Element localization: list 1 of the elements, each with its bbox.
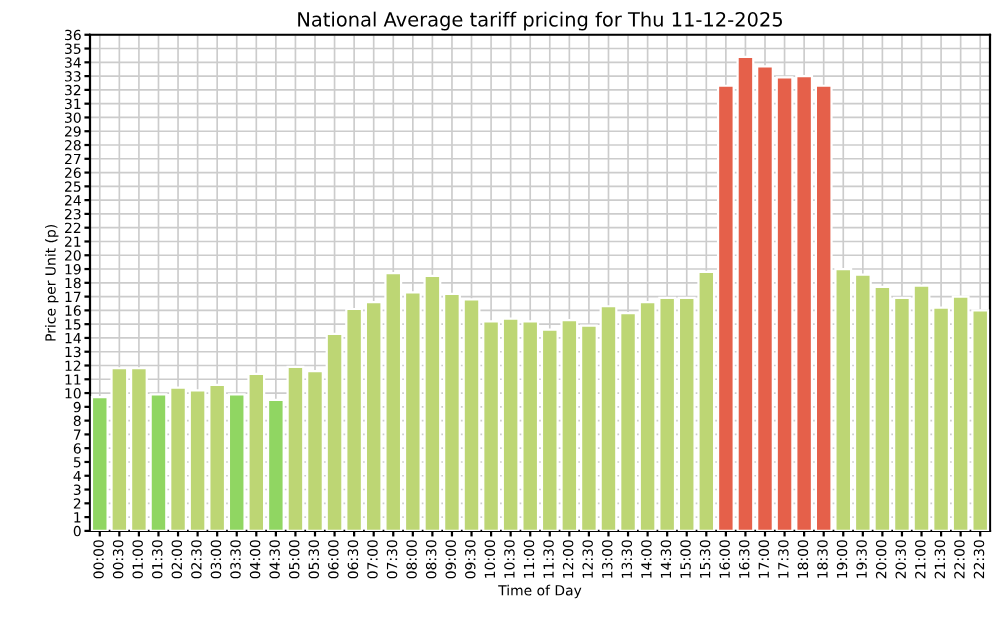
chart-title: National Average tariff pricing for Thu 11-12-2025	[298, 11, 782, 31]
